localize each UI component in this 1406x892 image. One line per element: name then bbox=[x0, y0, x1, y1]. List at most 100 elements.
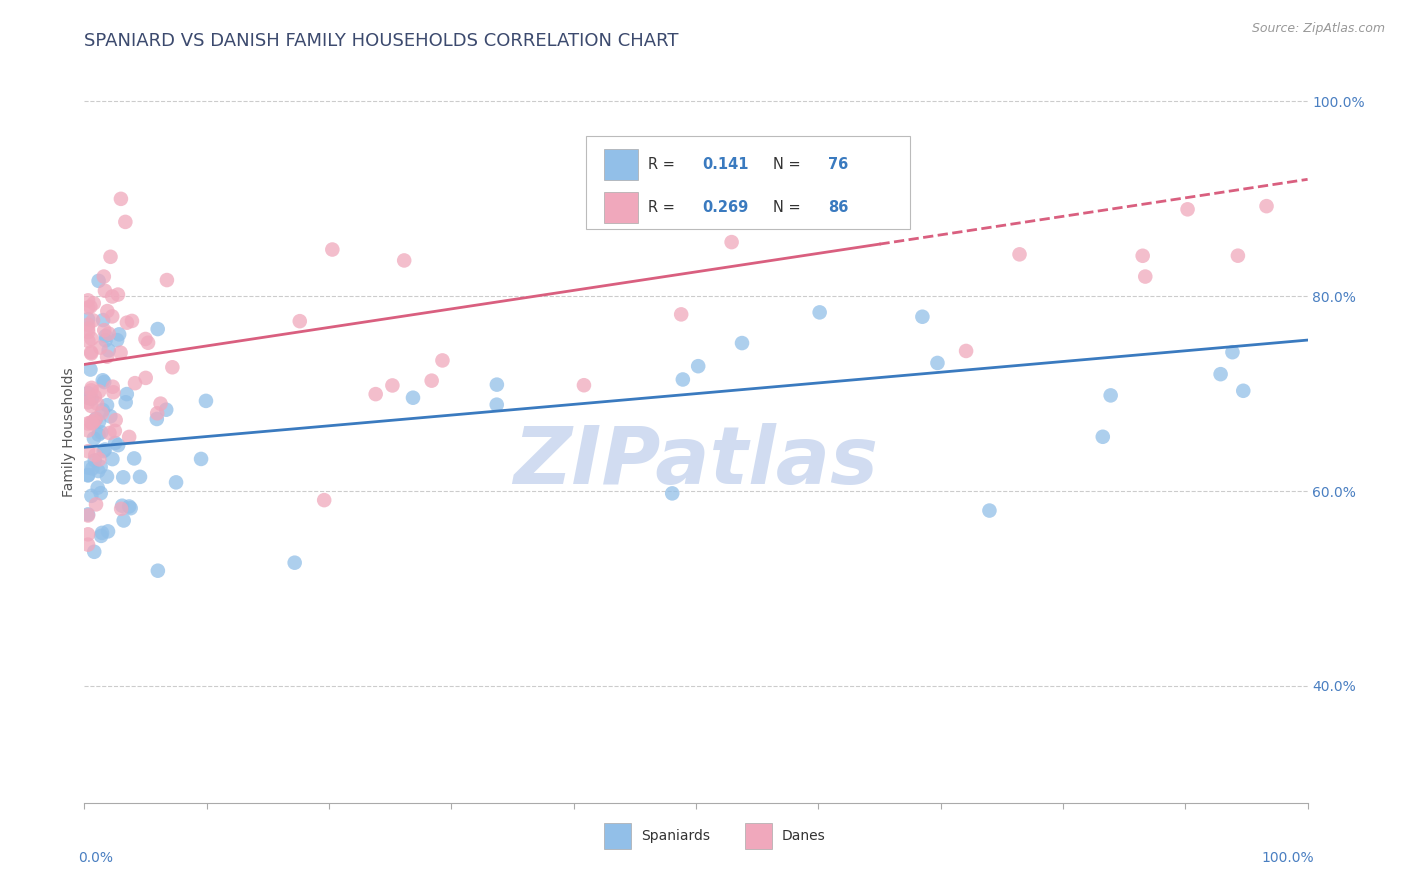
Point bbox=[288, 314, 311, 328]
Point bbox=[979, 503, 1001, 517]
Point bbox=[711, 191, 734, 205]
Point bbox=[107, 438, 129, 452]
Point bbox=[808, 305, 831, 319]
Point bbox=[84, 412, 107, 426]
Point bbox=[83, 432, 105, 446]
Text: N =: N = bbox=[773, 157, 800, 172]
Point bbox=[124, 376, 146, 391]
Point bbox=[77, 334, 100, 348]
Text: 76: 76 bbox=[828, 157, 848, 172]
Point bbox=[77, 395, 100, 409]
Point bbox=[80, 384, 103, 398]
Point bbox=[84, 497, 107, 511]
Point bbox=[80, 381, 103, 395]
Point bbox=[93, 323, 115, 337]
Point bbox=[104, 413, 127, 427]
Point bbox=[114, 395, 136, 409]
Y-axis label: Family Households: Family Households bbox=[62, 368, 76, 498]
Point bbox=[162, 360, 184, 375]
Point bbox=[80, 489, 103, 503]
Point bbox=[101, 310, 124, 324]
Point bbox=[112, 470, 135, 484]
Point bbox=[79, 362, 101, 376]
Point bbox=[96, 398, 118, 412]
Point bbox=[321, 243, 343, 257]
Point bbox=[94, 329, 117, 343]
Point bbox=[104, 424, 127, 438]
Point bbox=[93, 375, 115, 389]
Point bbox=[96, 304, 118, 318]
Bar bbox=[605, 822, 631, 848]
Point bbox=[82, 461, 104, 475]
Point bbox=[77, 391, 100, 405]
Point bbox=[149, 397, 172, 411]
Point bbox=[77, 386, 100, 401]
Point bbox=[93, 444, 115, 458]
FancyBboxPatch shape bbox=[586, 136, 910, 229]
Point bbox=[91, 403, 114, 417]
Point bbox=[77, 312, 100, 326]
Point bbox=[955, 343, 977, 358]
Point bbox=[1135, 269, 1157, 284]
Point bbox=[87, 274, 110, 288]
Point bbox=[112, 514, 135, 528]
Point bbox=[86, 481, 108, 495]
Point bbox=[98, 425, 121, 440]
Point bbox=[1132, 249, 1154, 263]
Point bbox=[1256, 199, 1278, 213]
Point bbox=[96, 469, 118, 483]
Point bbox=[90, 459, 112, 474]
Point bbox=[392, 253, 415, 268]
Point bbox=[118, 430, 141, 444]
Text: Spaniards: Spaniards bbox=[641, 829, 710, 843]
Point bbox=[115, 387, 138, 401]
Point bbox=[77, 508, 100, 523]
Point bbox=[314, 493, 336, 508]
Point bbox=[90, 529, 112, 543]
Point bbox=[77, 467, 100, 482]
Point bbox=[90, 406, 112, 420]
Point bbox=[90, 425, 112, 440]
Point bbox=[146, 412, 169, 426]
Point bbox=[77, 322, 100, 336]
Point bbox=[93, 269, 115, 284]
Point bbox=[194, 393, 217, 408]
Point bbox=[110, 345, 132, 359]
Point bbox=[80, 345, 103, 359]
Point bbox=[77, 424, 100, 438]
Point bbox=[1209, 367, 1232, 381]
Point bbox=[101, 289, 124, 303]
Point bbox=[190, 452, 212, 467]
Point bbox=[364, 387, 387, 401]
Point bbox=[77, 293, 100, 308]
Point bbox=[146, 564, 169, 578]
Point bbox=[91, 373, 114, 387]
Text: R =: R = bbox=[648, 200, 675, 215]
Point bbox=[83, 414, 105, 428]
Point bbox=[1226, 249, 1249, 263]
Point bbox=[103, 385, 125, 400]
Point bbox=[134, 332, 156, 346]
Point bbox=[672, 372, 695, 386]
Point bbox=[146, 322, 169, 336]
Point bbox=[122, 451, 145, 466]
Point bbox=[110, 192, 132, 206]
Point bbox=[89, 452, 111, 467]
Point bbox=[1008, 247, 1031, 261]
Point bbox=[84, 412, 107, 426]
Point bbox=[96, 350, 118, 364]
Point bbox=[83, 389, 105, 403]
Point bbox=[77, 318, 100, 332]
Point bbox=[661, 486, 683, 500]
Point bbox=[402, 391, 425, 405]
Point bbox=[911, 310, 934, 324]
Point bbox=[420, 374, 443, 388]
Point bbox=[110, 501, 132, 516]
Point bbox=[381, 378, 404, 392]
Point bbox=[83, 453, 105, 467]
Point bbox=[155, 402, 177, 417]
Text: R =: R = bbox=[648, 157, 675, 172]
Point bbox=[792, 177, 814, 191]
Text: 86: 86 bbox=[828, 200, 848, 215]
Text: 0.0%: 0.0% bbox=[79, 851, 114, 865]
